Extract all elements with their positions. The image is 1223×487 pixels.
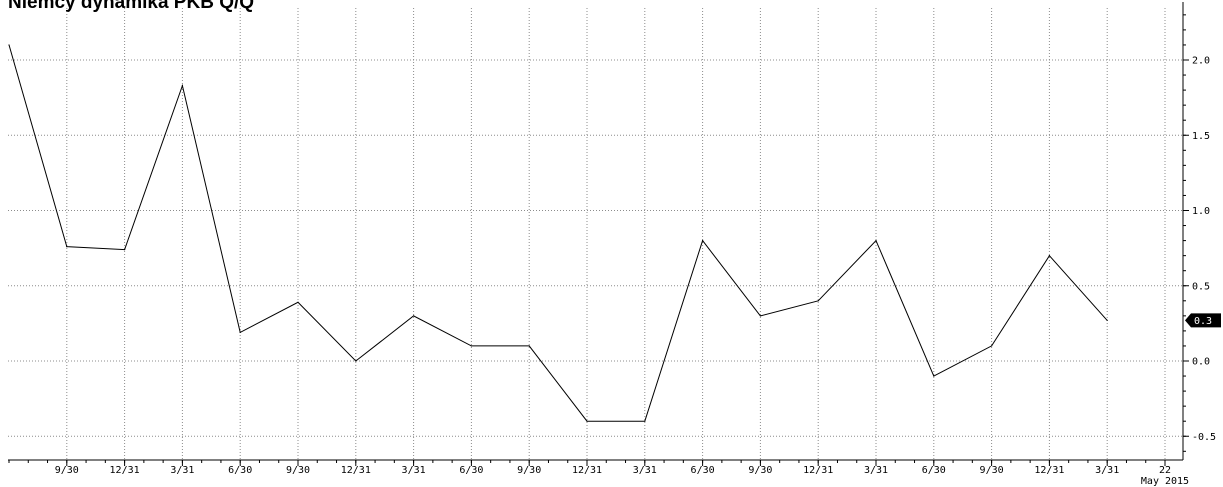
x-tick-label: 9/30	[55, 465, 79, 476]
x-tick-label: 22	[1159, 465, 1171, 476]
x-tick-label: 9/30	[748, 465, 772, 476]
data-point	[1048, 255, 1050, 257]
data-point	[702, 240, 704, 242]
x-tick-label: 3/31	[633, 465, 657, 476]
data-point	[355, 360, 357, 362]
last-value-label: 0.3	[1194, 316, 1212, 327]
data-point	[586, 420, 588, 422]
x-tick-label: 12/31	[1034, 465, 1064, 476]
x-tick-label: 3/31	[864, 465, 888, 476]
data-point	[66, 246, 68, 248]
data-point	[124, 249, 126, 251]
y-tick-label: 1.0	[1192, 206, 1210, 217]
data-point	[817, 300, 819, 302]
data-point	[1106, 319, 1108, 321]
y-tick-label: 0.5	[1192, 281, 1210, 292]
x-tick-label: 12/31	[341, 465, 371, 476]
data-point	[759, 315, 762, 317]
data-point	[933, 375, 935, 377]
data-point	[644, 420, 646, 422]
y-tick-label: 2.0	[1192, 56, 1210, 67]
data-point	[875, 240, 877, 242]
x-tick-label: 9/30	[517, 465, 541, 476]
data-point	[297, 301, 299, 303]
x-tick-label: 9/30	[286, 465, 310, 476]
data-point	[991, 345, 993, 347]
x-tick-label: 6/30	[459, 465, 483, 476]
last-value-tag	[1185, 313, 1221, 328]
x-tick-label: 3/31	[170, 465, 194, 476]
data-point	[181, 84, 183, 87]
x-tick-label: 3/31	[402, 465, 426, 476]
data-point	[8, 44, 10, 46]
x-tick-label: 9/30	[980, 465, 1004, 476]
x-sublabel: May 2015	[1141, 476, 1189, 487]
x-tick-label: 12/31	[110, 465, 140, 476]
data-point	[413, 315, 415, 317]
chart-title: Niemcy dynamika PKB Q/Q	[8, 0, 255, 13]
data-point	[528, 345, 530, 347]
data-point	[470, 345, 472, 347]
y-tick-label: -0.5	[1192, 432, 1216, 443]
x-tick-label: 12/31	[803, 465, 833, 476]
y-tick-label: 0.0	[1192, 357, 1210, 368]
data-point	[239, 331, 241, 334]
x-tick-label: 12/31	[572, 465, 602, 476]
x-tick-label: 3/31	[1095, 465, 1119, 476]
x-tick-label: 6/30	[691, 465, 715, 476]
x-tick-label: 6/30	[922, 465, 946, 476]
y-tick-label: 1.5	[1192, 131, 1210, 142]
x-tick-label: 6/30	[228, 465, 252, 476]
series-line	[8, 44, 1108, 422]
